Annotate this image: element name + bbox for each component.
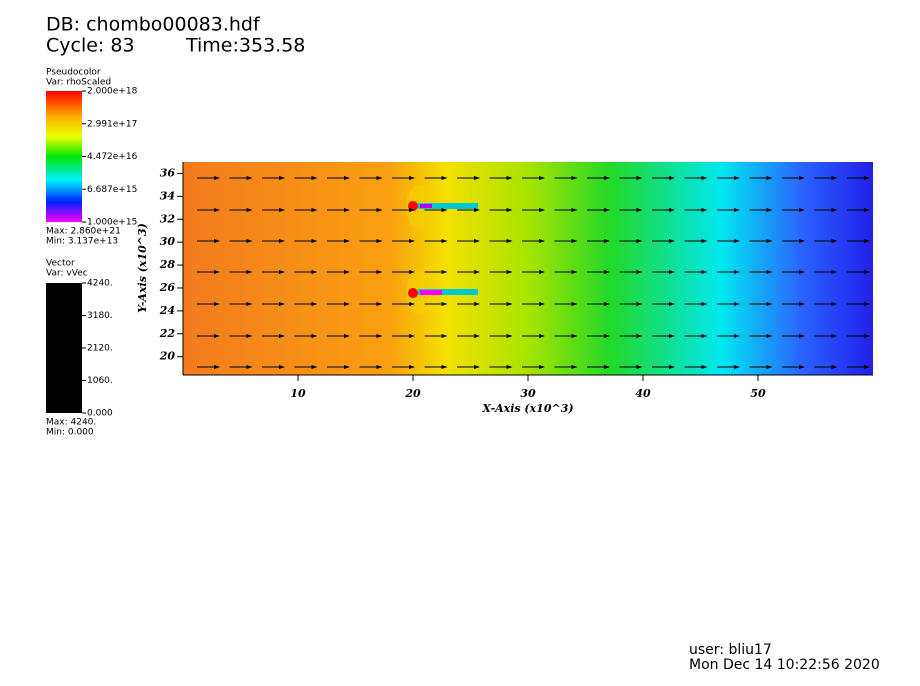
- y-tick-label: 34: [160, 189, 175, 202]
- y-tick-label: 32: [160, 212, 176, 225]
- y-tick-label: 22: [159, 327, 176, 340]
- legend-var: Var: vVec: [46, 269, 88, 279]
- y-axis-title: Y-Axis (x10^3): [136, 223, 149, 313]
- legend-title: Pseudocolor: [46, 68, 101, 78]
- pseudocolor-field: [183, 162, 873, 375]
- legend-label: 4240.: [87, 279, 113, 289]
- x-tick-label: 10: [290, 387, 306, 400]
- legend-min: Min: 0.000: [46, 428, 94, 438]
- y-tick-label: 24: [159, 304, 175, 317]
- cycle: Cycle: 83: [46, 35, 135, 57]
- vector-bar: [46, 283, 82, 413]
- legend-min: Min: 3.137e+13: [46, 237, 118, 247]
- user: user: bliu17: [689, 642, 772, 658]
- legend-label: 2120.: [87, 344, 113, 354]
- legend-label: 2.000e+18: [87, 87, 138, 97]
- legend-label: 0.000: [87, 409, 113, 419]
- x-tick-label: 50: [750, 387, 766, 400]
- vector-field: [197, 176, 870, 369]
- y-tick-label: 26: [159, 281, 176, 294]
- wake-core: [420, 204, 432, 208]
- legend-title: Vector: [46, 259, 75, 269]
- wake: [418, 203, 478, 209]
- date: Mon Dec 14 10:22:56 2020: [689, 657, 880, 673]
- legend-label: 1.000e+15: [87, 218, 137, 228]
- legend-max: Max: 2.860e+21: [46, 227, 121, 237]
- legend-label: 3180.: [87, 311, 113, 321]
- y-tick-label: 20: [159, 350, 176, 363]
- db-name: DB: chombo00083.hdf: [46, 14, 261, 36]
- obstacle: [408, 288, 418, 298]
- legend-var: Var: rhoScaled: [46, 78, 111, 88]
- x-tick-label: 30: [520, 387, 536, 400]
- time: Time:353.58: [185, 35, 305, 57]
- color-bar: [46, 91, 82, 222]
- y-tick-label: 30: [160, 235, 176, 248]
- legend-label: 6.687e+15: [87, 185, 137, 195]
- x-tick-label: 20: [404, 387, 421, 400]
- x-tick-label: 40: [635, 387, 651, 400]
- wake-core: [420, 290, 442, 295]
- legend-label: 1060.: [87, 376, 113, 386]
- x-axis-title: X-Axis (x10^3): [481, 402, 573, 415]
- wake: [418, 289, 478, 295]
- legend-label: 2.991e+17: [87, 119, 137, 129]
- y-tick-label: 28: [159, 258, 176, 271]
- y-tick-label: 36: [160, 166, 176, 179]
- legend-label: 4.472e+16: [87, 152, 138, 162]
- legend-max: Max: 4240.: [46, 418, 96, 428]
